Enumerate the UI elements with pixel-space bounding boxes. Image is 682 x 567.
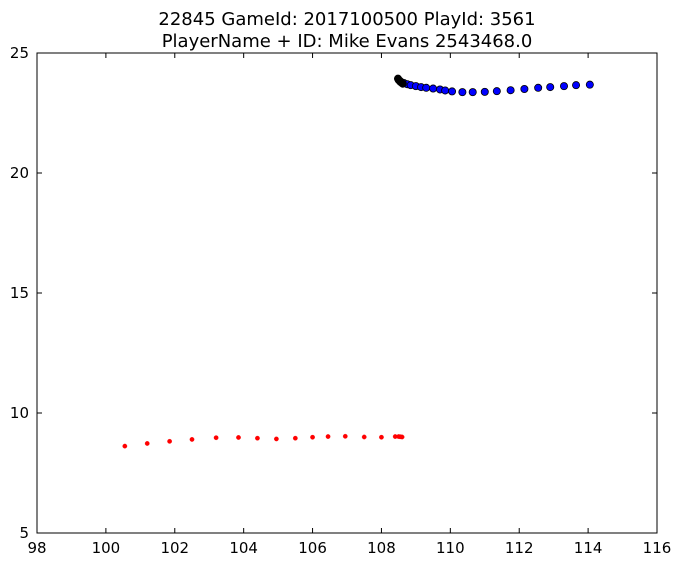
data-point	[274, 436, 279, 442]
plot-area: 98 100 102 104 106 108 110 112 114 116 5 10 15 20 25	[10, 44, 671, 557]
x-tick-label: 104	[229, 539, 258, 557]
data-point	[520, 85, 529, 94]
data-point	[560, 82, 569, 91]
y-tick-label: 20	[10, 164, 29, 182]
x-tick-label: 112	[505, 539, 534, 557]
data-point	[398, 79, 407, 88]
y-tick-label: 10	[10, 404, 29, 422]
data-point	[213, 435, 219, 441]
data-point	[492, 87, 501, 96]
x-tick-label: 110	[436, 539, 465, 557]
data-point	[534, 83, 543, 92]
y-tick-label: 25	[10, 44, 29, 62]
data-point	[585, 80, 594, 89]
data-point	[325, 434, 331, 439]
data-point	[292, 435, 298, 441]
data-point	[310, 434, 315, 440]
axes-frame	[36, 52, 658, 534]
x-tick-label: 100	[92, 539, 121, 557]
x-tick-label: 108	[367, 539, 396, 557]
data-point	[572, 81, 581, 90]
x-tick-label: 114	[574, 539, 603, 557]
data-point	[480, 87, 489, 96]
data-point	[546, 83, 555, 92]
chart-title-line2: PlayerName + ID: Mike Evans 2543468.0	[162, 31, 533, 52]
data-point	[468, 88, 477, 97]
data-point	[122, 443, 128, 449]
x-tick-label: 98	[27, 539, 46, 557]
data-point	[458, 88, 467, 97]
x-tick-label: 116	[643, 539, 672, 557]
x-tick-label: 106	[298, 539, 327, 557]
data-point	[379, 434, 384, 440]
data-point	[144, 441, 150, 446]
data-point	[422, 83, 431, 92]
data-point	[189, 437, 195, 442]
data-point	[342, 433, 348, 439]
data-point	[167, 438, 172, 444]
data-point	[255, 435, 260, 441]
data-point	[441, 86, 450, 95]
y-tick-label: 5	[19, 524, 29, 542]
x-tick-label: 102	[160, 539, 189, 557]
data-point	[361, 434, 367, 440]
chart-title-line1: 22845 GameId: 2017100500 PlayId: 3561	[158, 9, 535, 30]
data-point	[448, 87, 457, 96]
y-tick-label: 15	[10, 284, 29, 302]
data-point	[429, 84, 438, 93]
data-point	[236, 435, 241, 440]
data-point	[506, 86, 515, 95]
data-point	[399, 434, 405, 440]
